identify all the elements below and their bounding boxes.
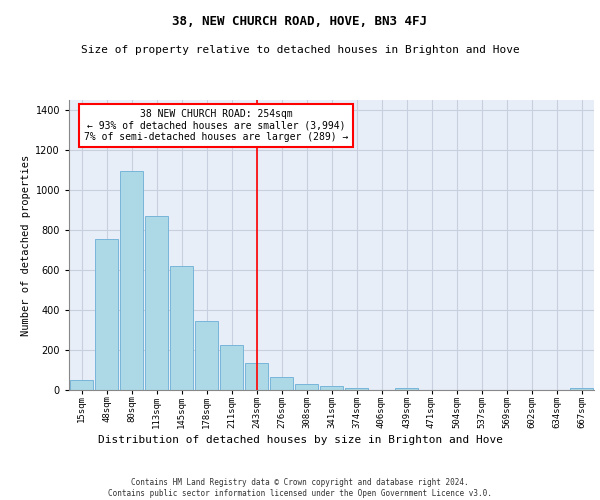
Bar [70, 380, 93, 390]
Y-axis label: Number of detached properties: Number of detached properties [21, 154, 31, 336]
Bar [170, 266, 193, 390]
Bar [570, 388, 593, 390]
Bar [95, 239, 118, 390]
Bar [195, 321, 218, 390]
Text: 38 NEW CHURCH ROAD: 254sqm
← 93% of detached houses are smaller (3,994)
7% of se: 38 NEW CHURCH ROAD: 254sqm ← 93% of deta… [84, 108, 348, 142]
Bar [220, 345, 243, 390]
Bar [145, 216, 168, 390]
Bar [270, 377, 293, 390]
Bar [245, 363, 268, 390]
Text: Distribution of detached houses by size in Brighton and Hove: Distribution of detached houses by size … [97, 435, 503, 445]
Bar [320, 386, 343, 390]
Bar [345, 388, 368, 390]
Bar [295, 384, 318, 390]
Text: 38, NEW CHURCH ROAD, HOVE, BN3 4FJ: 38, NEW CHURCH ROAD, HOVE, BN3 4FJ [173, 15, 427, 28]
Text: Contains HM Land Registry data © Crown copyright and database right 2024.
Contai: Contains HM Land Registry data © Crown c… [108, 478, 492, 498]
Bar [120, 171, 143, 390]
Bar [395, 388, 418, 390]
Text: Size of property relative to detached houses in Brighton and Hove: Size of property relative to detached ho… [80, 45, 520, 55]
